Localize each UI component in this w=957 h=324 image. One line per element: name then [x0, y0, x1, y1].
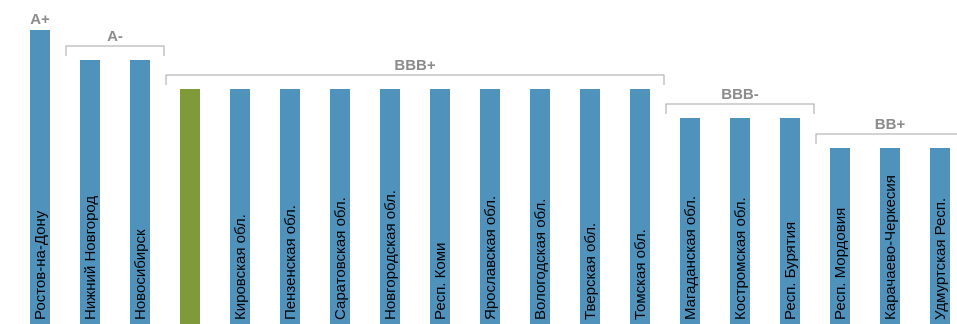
bar-6: [280, 89, 300, 324]
category-label-1: Ростов-на-Дону: [32, 210, 49, 320]
category-label-11: Вологодская обл.: [532, 199, 549, 320]
group-bracket-5: [815, 133, 957, 144]
category-label-7: Саратовская обл.: [332, 197, 349, 320]
bar-17: [830, 148, 850, 324]
group-bracket-3: [165, 74, 665, 85]
category-label-3: Новосибирск: [132, 229, 149, 320]
bar-11: [530, 89, 550, 324]
category-label-13: Томская обл.: [632, 229, 649, 320]
bar-13: [630, 89, 650, 324]
bar-2: [80, 60, 100, 324]
bar-1: [30, 30, 50, 324]
category-label-2: Нижний Новгород: [82, 196, 99, 320]
bar-7: [330, 89, 350, 324]
category-label-6: Пензенская обл.: [282, 205, 299, 320]
category-label-15: Костромская обл.: [732, 197, 749, 320]
group-bracket-4: [665, 103, 815, 114]
bar-8: [380, 89, 400, 324]
category-label-10: Ярославская обл.: [482, 196, 499, 320]
group-label-5: BB+: [875, 116, 906, 133]
category-label-14: Магаданская обл.: [682, 196, 699, 320]
group-bracket-2: [65, 45, 165, 56]
category-label-5: Кировская обл.: [232, 214, 249, 320]
bar-4: [180, 89, 200, 324]
bar-18: [880, 148, 900, 324]
category-label-16: Респ. Бурятия: [782, 222, 799, 320]
category-label-12: Тверская обл.: [582, 223, 599, 320]
bar-14: [680, 118, 700, 324]
bar-15: [730, 118, 750, 324]
bar-12: [580, 89, 600, 324]
group-label-4: BBB-: [721, 86, 759, 103]
bar-9: [430, 89, 450, 324]
group-label-1: A+: [30, 11, 50, 28]
bar-3: [130, 60, 150, 324]
group-label-2: A-: [107, 28, 123, 45]
category-label-8: Новгородская обл.: [382, 190, 399, 320]
category-label-4: Братск: [182, 268, 199, 320]
bar-19: [930, 148, 950, 324]
group-label-3: BBB+: [394, 57, 435, 74]
bar-5: [230, 89, 250, 324]
category-label-9: Респ. Коми: [432, 243, 449, 320]
category-label-19: Удмуртская Респ.: [932, 198, 949, 320]
category-label-17: Респ. Мордовия: [832, 208, 849, 320]
category-label-18: Карачаево-Черкесия: [882, 175, 899, 320]
bar-16: [780, 118, 800, 324]
bar-10: [480, 89, 500, 324]
